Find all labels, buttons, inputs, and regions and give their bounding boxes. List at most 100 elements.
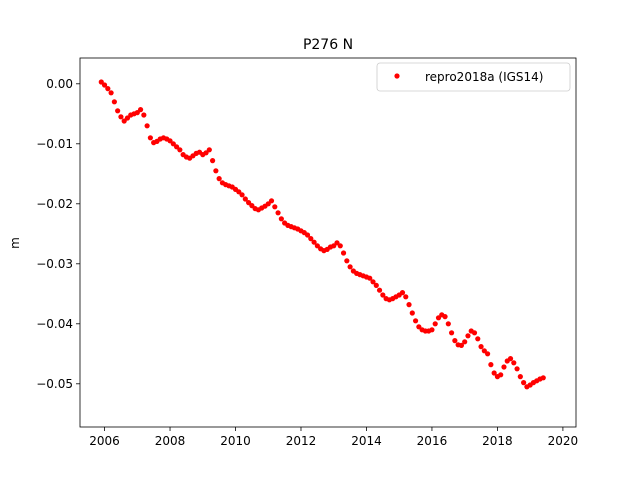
data-point: [491, 370, 497, 376]
data-point: [144, 123, 150, 129]
x-tick-label: 2008: [155, 434, 186, 448]
x-tick-label: 2020: [548, 434, 579, 448]
data-point: [314, 243, 320, 249]
data-point: [367, 275, 373, 281]
data-point: [452, 338, 458, 344]
y-axis-label: m: [8, 237, 22, 249]
data-point: [331, 243, 337, 249]
data-point: [481, 348, 487, 354]
x-tick-label: 2006: [89, 434, 120, 448]
legend-box: [376, 62, 571, 92]
data-point: [445, 321, 451, 327]
data-point: [141, 112, 147, 118]
data-point: [448, 330, 455, 336]
data-point: [121, 118, 127, 124]
x-axis: 2006 2008 2010 2012 2014 2016 2018 2020: [89, 427, 578, 448]
data-point: [412, 318, 419, 324]
data-point: [108, 90, 114, 96]
data-point: [347, 264, 353, 270]
x-tick-label: 2018: [482, 434, 513, 448]
y-tick-label: −0.02: [36, 197, 73, 211]
data-point: [137, 107, 144, 113]
data-point: [458, 342, 465, 348]
data-point: [124, 115, 131, 121]
data-point: [147, 135, 153, 141]
data-point: [432, 321, 438, 327]
data-point: [399, 290, 406, 296]
data-point: [462, 339, 468, 345]
data-point: [471, 330, 478, 336]
data-point: [380, 292, 386, 298]
data-point: [239, 192, 245, 198]
data-point: [203, 150, 209, 156]
data-point: [478, 344, 484, 350]
data-point: [340, 250, 347, 256]
data-point: [488, 362, 494, 368]
data-point: [134, 110, 140, 116]
y-tick-label: 0.00: [46, 77, 73, 91]
x-tick-label: 2014: [351, 434, 382, 448]
data-point: [170, 141, 176, 147]
data-point: [465, 333, 471, 339]
data-point: [167, 138, 173, 144]
data-point: [501, 364, 507, 370]
x-tick-label: 2012: [286, 434, 317, 448]
data-point: [370, 279, 376, 285]
scatter-points: [98, 79, 546, 390]
data-point: [118, 114, 124, 120]
data-point: [98, 79, 104, 85]
data-point: [373, 282, 379, 288]
data-point: [514, 366, 520, 372]
legend-marker: [394, 73, 400, 79]
data-point: [498, 372, 504, 378]
data-point: [406, 302, 412, 308]
y-axis: 0.00 −0.01 −0.02 −0.03 −0.04 −0.05: [36, 77, 80, 391]
y-tick-label: −0.04: [36, 317, 73, 331]
data-point: [236, 189, 242, 195]
data-point: [308, 236, 314, 242]
plot-frame: [79, 57, 577, 428]
data-point: [429, 327, 435, 333]
y-tick-label: −0.05: [36, 377, 73, 391]
data-point: [517, 374, 523, 380]
data-point: [311, 239, 317, 245]
data-point: [344, 258, 350, 264]
data-point: [249, 203, 255, 209]
data-point: [278, 216, 284, 222]
data-point: [268, 198, 275, 204]
data-point: [334, 240, 340, 246]
data-point: [272, 204, 278, 210]
data-point: [206, 147, 212, 153]
data-point: [265, 201, 271, 207]
data-point: [177, 147, 183, 153]
data-point: [173, 144, 180, 150]
data-point: [105, 86, 111, 92]
chart-title: P276 N: [303, 37, 353, 53]
data-point: [216, 176, 222, 182]
data-point: [442, 314, 448, 320]
legend-label: repro2018a (IGS14): [425, 70, 543, 84]
data-point: [485, 351, 491, 357]
data-point: [304, 232, 311, 238]
data-point: [246, 200, 252, 206]
data-point: [242, 196, 248, 202]
x-tick-label: 2016: [417, 434, 448, 448]
data-point: [101, 82, 108, 88]
y-tick-label: −0.03: [36, 257, 73, 271]
data-point: [337, 243, 343, 249]
legend: repro2018a (IGS14): [376, 62, 571, 92]
data-point: [376, 287, 383, 293]
data-point: [115, 108, 121, 114]
x-tick-label: 2010: [220, 434, 251, 448]
data-point: [209, 158, 216, 164]
data-point: [507, 356, 514, 362]
data-point: [416, 324, 422, 330]
data-point: [540, 375, 546, 381]
data-point: [475, 336, 481, 342]
data-point: [403, 294, 409, 300]
y-tick-label: −0.01: [36, 137, 73, 151]
data-point: [111, 99, 117, 105]
data-point: [409, 310, 415, 316]
data-point: [435, 315, 442, 321]
